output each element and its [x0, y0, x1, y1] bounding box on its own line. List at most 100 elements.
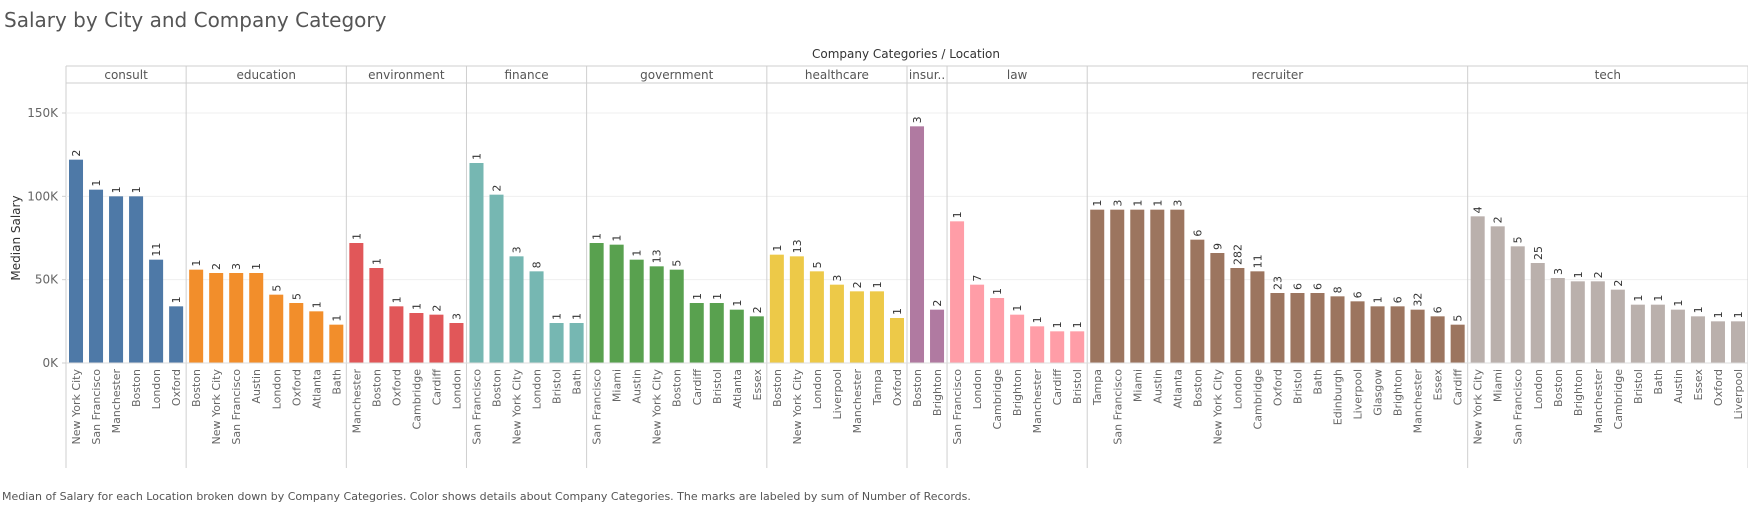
x-tick-label: San Francisco	[470, 369, 483, 445]
data-label: 2	[1492, 216, 1505, 223]
x-tick-label: London	[270, 369, 283, 409]
bar-recruiter-0	[1090, 209, 1105, 363]
bar-recruiter-11	[1310, 293, 1325, 363]
bar-healthcare-6	[889, 318, 904, 363]
y-tick-label: 150K	[27, 106, 59, 120]
group-government: government 1 San Francisco 1 Miami 1 Austin 13 N…	[589, 66, 768, 468]
bar-tech-4	[1550, 278, 1565, 363]
x-tick-label: Bristol	[1632, 369, 1645, 404]
x-tick-label: Austin	[631, 369, 644, 404]
bar-law-0	[950, 221, 965, 363]
x-tick-label: Bristol	[1071, 369, 1084, 404]
x-tick-label: Manchester	[851, 369, 864, 434]
bar-finance-4	[549, 323, 564, 363]
data-label: 1	[1732, 311, 1745, 318]
x-tick-label: Edinburgh	[1332, 369, 1345, 425]
data-label: 5	[671, 260, 684, 267]
x-tick-label: Atlanta	[731, 369, 744, 408]
data-label: 1	[1131, 200, 1144, 207]
x-tick-label: Cambridge	[410, 369, 423, 430]
x-tick-label: New York City	[511, 369, 524, 445]
chart-title: Salary by City and Company Category	[4, 8, 387, 32]
data-label: 1	[390, 296, 403, 303]
data-label: 5	[1452, 315, 1465, 322]
x-tick-label: San Francisco	[230, 369, 243, 445]
bar-government-8	[749, 316, 764, 363]
x-tick-label: Miami	[1492, 369, 1505, 402]
x-tick-label: Glasgow	[1372, 369, 1385, 416]
data-label: 6	[1191, 230, 1204, 237]
x-tick-label: Bath	[1311, 369, 1324, 395]
x-tick-label: New York City	[210, 369, 223, 445]
x-tick-label: Cardiff	[1452, 369, 1465, 406]
bar-recruiter-12	[1330, 296, 1345, 363]
x-tick-label: Atlanta	[1171, 369, 1184, 408]
x-tick-label: Manchester	[350, 369, 363, 434]
y-axis-title: Median Salary	[9, 195, 23, 280]
data-label: 13	[651, 249, 664, 263]
data-label: 3	[1111, 200, 1124, 207]
data-label: 1	[1091, 200, 1104, 207]
x-tick-label: Liverpool	[1732, 369, 1745, 419]
bar-recruiter-5	[1190, 239, 1205, 363]
x-tick-label: Essex	[1692, 369, 1705, 401]
data-label: 3	[1171, 200, 1184, 207]
data-label: 1	[571, 313, 584, 320]
bar-government-6	[709, 303, 724, 363]
bar-healthcare-3	[829, 284, 844, 363]
x-tick-label: Boston	[671, 369, 684, 407]
x-tick-label: Miami	[611, 369, 624, 402]
x-tick-label: Manchester	[1031, 369, 1044, 434]
data-label: 1	[731, 300, 744, 307]
x-tick-label: Tampa	[1091, 369, 1104, 406]
data-label: 2	[1612, 280, 1625, 287]
bar-recruiter-1	[1110, 209, 1125, 363]
x-tick-label: Miami	[1131, 369, 1144, 402]
x-tick-label: London	[531, 369, 544, 409]
bar-consult-0	[69, 159, 84, 363]
x-tick-label: New York City	[1211, 369, 1224, 445]
bar-insurance-1	[930, 309, 945, 363]
bar-recruiter-4	[1170, 209, 1185, 363]
bar-healthcare-2	[809, 271, 824, 363]
data-label: 8	[531, 261, 544, 268]
x-tick-label: Cardiff	[430, 369, 443, 406]
bar-government-1	[609, 244, 624, 363]
bar-finance-2	[509, 256, 524, 363]
x-tick-label: Boston	[491, 369, 504, 407]
x-tick-label: London	[971, 369, 984, 409]
bar-tech-1	[1490, 226, 1505, 363]
data-label: 5	[270, 285, 283, 292]
data-label: 6	[1352, 291, 1365, 298]
bar-tech-0	[1470, 216, 1485, 363]
data-label: 6	[1392, 296, 1405, 303]
data-label: 1	[370, 258, 383, 265]
y-tick-label: 0K	[42, 356, 59, 370]
data-label: 2	[1592, 271, 1605, 278]
x-tick-label: Brighton	[1572, 369, 1585, 416]
x-tick-label: Austin	[250, 369, 263, 404]
bar-healthcare-1	[789, 256, 804, 363]
plot-area: consult 2 New York City 1 San Francisco 1 Manc…	[66, 65, 1748, 468]
x-tick-label: Boston	[771, 369, 784, 407]
bar-environment-3	[409, 313, 424, 363]
x-tick-label: Bath	[330, 369, 343, 395]
data-label: 1	[250, 263, 263, 270]
x-tick-label: Cambridge	[991, 369, 1004, 430]
x-tick-label: Brighton	[931, 369, 944, 416]
data-label: 1	[1692, 306, 1705, 313]
data-label: 1	[891, 308, 904, 315]
data-label: 4	[1472, 206, 1485, 213]
data-label: 1	[410, 303, 423, 310]
y-tick-label: 100K	[27, 189, 59, 203]
data-label: 5	[811, 261, 824, 268]
data-label: 2	[851, 281, 864, 288]
data-label: 11	[150, 243, 163, 257]
bar-education-6	[309, 311, 324, 363]
bar-tech-11	[1690, 316, 1705, 363]
data-label: 2	[210, 263, 223, 270]
x-tick-label: Liverpool	[1352, 369, 1365, 419]
data-label: 6	[1291, 283, 1304, 290]
x-tick-label: Manchester	[110, 369, 123, 434]
data-label: 1	[90, 180, 103, 187]
